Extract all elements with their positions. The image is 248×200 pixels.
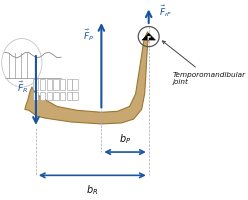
FancyBboxPatch shape <box>66 92 72 100</box>
Text: $b_P$: $b_P$ <box>119 132 131 146</box>
Text: $\vec{F}_{rF}$: $\vec{F}_{rF}$ <box>159 4 172 19</box>
Polygon shape <box>25 32 149 124</box>
FancyBboxPatch shape <box>40 79 45 90</box>
FancyBboxPatch shape <box>33 92 38 100</box>
FancyBboxPatch shape <box>33 79 38 90</box>
Text: $b_R$: $b_R$ <box>86 183 98 197</box>
Polygon shape <box>142 33 155 40</box>
FancyBboxPatch shape <box>47 79 52 90</box>
FancyBboxPatch shape <box>72 92 78 100</box>
FancyBboxPatch shape <box>66 79 72 90</box>
FancyBboxPatch shape <box>60 92 65 100</box>
Text: Temporomandibular
joint: Temporomandibular joint <box>162 41 246 85</box>
FancyBboxPatch shape <box>47 92 52 100</box>
FancyBboxPatch shape <box>53 79 59 90</box>
FancyBboxPatch shape <box>40 92 45 100</box>
FancyBboxPatch shape <box>60 79 65 90</box>
Text: $\vec{F}_R$: $\vec{F}_R$ <box>17 79 28 95</box>
FancyBboxPatch shape <box>53 92 59 100</box>
Text: $\vec{F}_P$: $\vec{F}_P$ <box>83 28 94 43</box>
FancyBboxPatch shape <box>72 79 78 90</box>
Text: F: F <box>147 36 151 41</box>
